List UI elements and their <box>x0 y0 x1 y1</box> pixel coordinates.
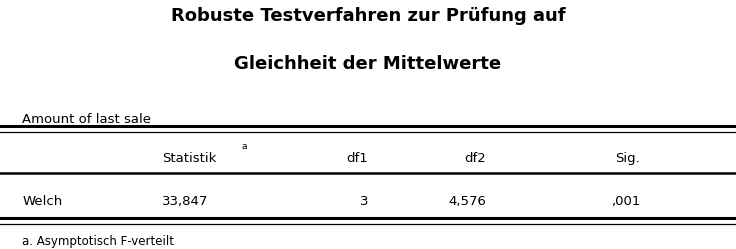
Text: Statistik: Statistik <box>162 152 216 165</box>
Text: 3: 3 <box>359 195 368 208</box>
Text: Gleichheit der Mittelwerte: Gleichheit der Mittelwerte <box>235 55 501 73</box>
Text: df1: df1 <box>346 152 368 165</box>
Text: a. Asymptotisch F-verteilt: a. Asymptotisch F-verteilt <box>22 235 174 248</box>
Text: df2: df2 <box>464 152 486 165</box>
Text: Robuste Testverfahren zur Prüfung auf: Robuste Testverfahren zur Prüfung auf <box>171 7 565 25</box>
Text: Amount of last sale: Amount of last sale <box>22 113 151 126</box>
Text: a: a <box>241 142 247 151</box>
Text: 4,576: 4,576 <box>448 195 486 208</box>
Text: Welch: Welch <box>22 195 63 208</box>
Text: 33,847: 33,847 <box>162 195 208 208</box>
Text: ,001: ,001 <box>611 195 640 208</box>
Text: Sig.: Sig. <box>615 152 640 165</box>
